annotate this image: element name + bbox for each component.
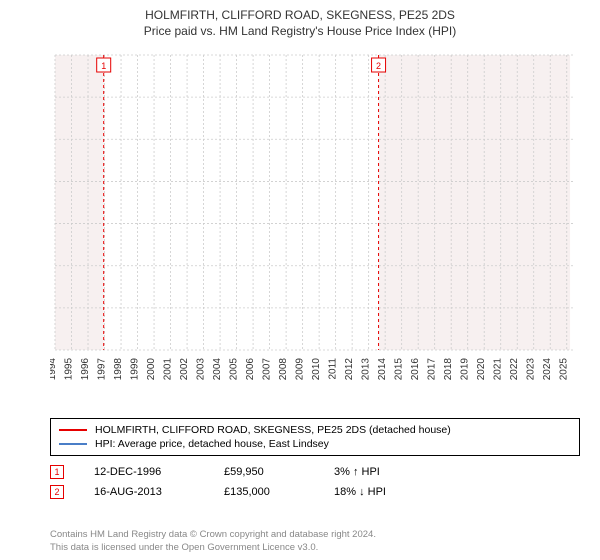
marker-date: 16-AUG-2013 [94, 486, 194, 498]
svg-text:2024: 2024 [542, 358, 553, 381]
svg-text:2017: 2017 [427, 358, 438, 381]
svg-text:2025: 2025 [559, 358, 570, 381]
svg-text:2: 2 [376, 61, 381, 71]
svg-text:2003: 2003 [196, 358, 207, 381]
marker-price: £59,950 [224, 466, 304, 478]
footer: Contains HM Land Registry data © Crown c… [50, 529, 376, 554]
title-block: HOLMFIRTH, CLIFFORD ROAD, SKEGNESS, PE25… [0, 0, 600, 42]
svg-text:1997: 1997 [97, 358, 108, 381]
chart-area: £0£50K£100K£150K£200K£250K£300K£350K1994… [50, 50, 580, 400]
chart-container: HOLMFIRTH, CLIFFORD ROAD, SKEGNESS, PE25… [0, 0, 600, 560]
legend-label: HPI: Average price, detached house, East… [95, 438, 329, 450]
title-sub: Price paid vs. HM Land Registry's House … [0, 24, 600, 38]
svg-text:2023: 2023 [526, 358, 537, 381]
svg-text:2013: 2013 [361, 358, 372, 381]
svg-text:2022: 2022 [509, 358, 520, 381]
chart-svg: £0£50K£100K£150K£200K£250K£300K£350K1994… [50, 50, 580, 400]
svg-text:2011: 2011 [328, 358, 339, 380]
svg-text:2008: 2008 [278, 358, 289, 381]
svg-text:2019: 2019 [460, 358, 471, 381]
sale-markers-table: 1 12-DEC-1996 £59,950 3% ↑ HPI 2 16-AUG-… [50, 462, 580, 502]
sale-marker-row: 2 16-AUG-2013 £135,000 18% ↓ HPI [50, 482, 580, 502]
svg-text:2014: 2014 [377, 358, 388, 381]
footer-line: Contains HM Land Registry data © Crown c… [50, 529, 376, 541]
svg-text:1: 1 [101, 61, 106, 71]
svg-text:2012: 2012 [344, 358, 355, 381]
svg-text:2021: 2021 [493, 358, 504, 381]
svg-text:1995: 1995 [64, 358, 75, 381]
legend-item: HOLMFIRTH, CLIFFORD ROAD, SKEGNESS, PE25… [59, 423, 571, 437]
svg-text:2020: 2020 [476, 358, 487, 381]
legend-label: HOLMFIRTH, CLIFFORD ROAD, SKEGNESS, PE25… [95, 424, 451, 436]
marker-date: 12-DEC-1996 [94, 466, 194, 478]
title-main: HOLMFIRTH, CLIFFORD ROAD, SKEGNESS, PE25… [0, 8, 600, 22]
svg-text:2002: 2002 [179, 358, 190, 381]
legend: HOLMFIRTH, CLIFFORD ROAD, SKEGNESS, PE25… [50, 418, 580, 456]
svg-text:2015: 2015 [394, 358, 405, 381]
svg-text:2009: 2009 [295, 358, 306, 381]
legend-swatch [59, 429, 87, 431]
svg-text:1999: 1999 [130, 358, 141, 381]
svg-text:2016: 2016 [410, 358, 421, 381]
svg-text:1994: 1994 [50, 358, 58, 381]
legend-item: HPI: Average price, detached house, East… [59, 437, 571, 451]
marker-index-box: 1 [50, 465, 64, 479]
svg-text:1996: 1996 [80, 358, 91, 381]
marker-diff: 3% ↑ HPI [334, 466, 434, 478]
svg-text:1998: 1998 [113, 358, 124, 381]
svg-text:2007: 2007 [262, 358, 273, 381]
svg-text:2004: 2004 [212, 358, 223, 381]
sale-marker-row: 1 12-DEC-1996 £59,950 3% ↑ HPI [50, 462, 580, 482]
marker-index-box: 2 [50, 485, 64, 499]
svg-text:2006: 2006 [245, 358, 256, 381]
footer-line: This data is licensed under the Open Gov… [50, 542, 376, 554]
marker-price: £135,000 [224, 486, 304, 498]
svg-text:2000: 2000 [146, 358, 157, 381]
svg-text:2005: 2005 [229, 358, 240, 381]
svg-text:2018: 2018 [443, 358, 454, 381]
svg-text:2010: 2010 [311, 358, 322, 381]
svg-text:2001: 2001 [163, 358, 174, 381]
marker-diff: 18% ↓ HPI [334, 486, 434, 498]
legend-swatch [59, 443, 87, 445]
